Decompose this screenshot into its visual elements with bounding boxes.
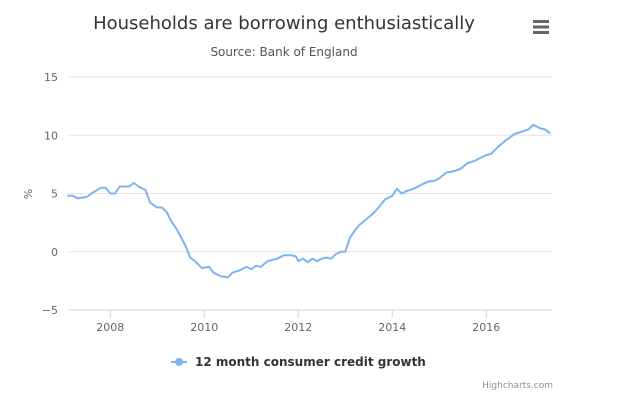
chart-subtitle: Source: Bank of England: [210, 45, 357, 59]
y-tick-label: 10: [44, 129, 58, 142]
y-tick-label: −5: [42, 304, 58, 317]
hamburger-menu-icon[interactable]: [529, 15, 553, 37]
y-tick-label: 15: [44, 71, 58, 84]
y-tick-label: 5: [51, 188, 58, 201]
x-tick-label: 2012: [284, 321, 312, 334]
grid-layer: [68, 76, 552, 311]
x-axis: 2008 2010 2012 2014 2016: [68, 309, 552, 334]
series-layer: [67, 123, 551, 279]
legend-item[interactable]: 12 month consumer credit growth: [171, 355, 426, 369]
series-line: [67, 123, 551, 279]
y-axis: −5 0 5 10 15: [42, 71, 58, 317]
legend-label: 12 month consumer credit growth: [195, 355, 426, 369]
y-tick-label: 0: [51, 246, 58, 259]
credits-link[interactable]: Highcharts.com: [482, 381, 553, 391]
x-tick-label: 2010: [190, 321, 218, 334]
x-tick-label: 2014: [378, 321, 406, 334]
legend-symbol-marker: [175, 358, 183, 366]
y-axis-title: %: [22, 189, 35, 199]
x-tick-label: 2016: [472, 321, 500, 334]
x-tick-label: 2008: [96, 321, 124, 334]
chart-title: Households are borrowing enthusiasticall…: [93, 13, 475, 34]
